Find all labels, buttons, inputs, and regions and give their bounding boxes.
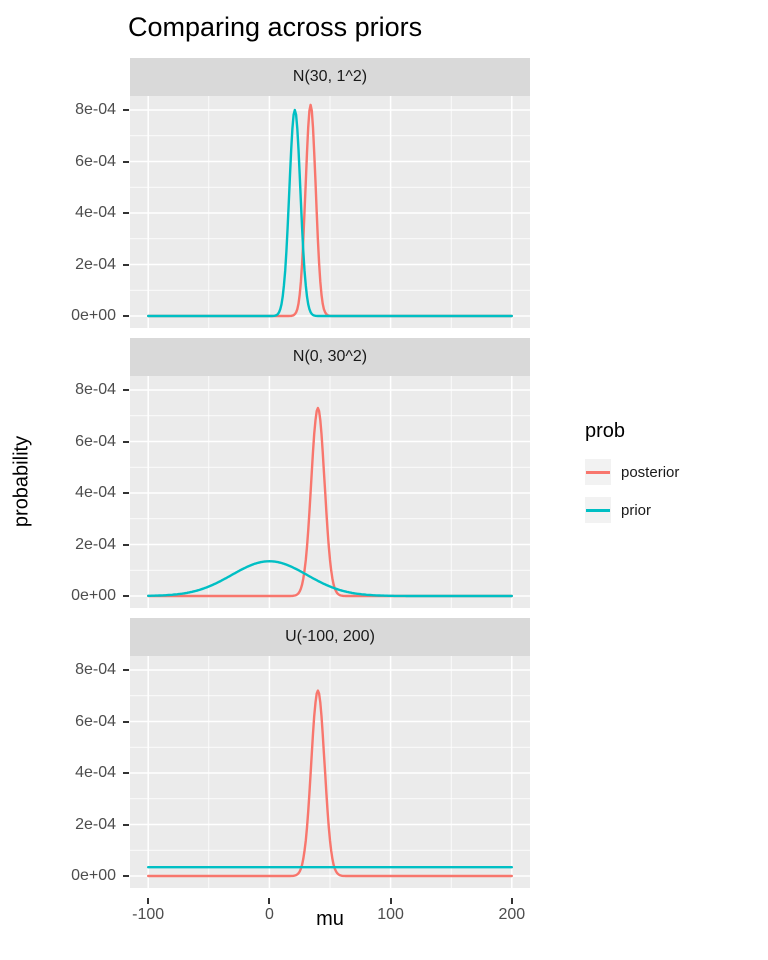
facet: U(-100, 200) 0e+00 2e-04 4e-04 6e-04 8e-04: [71, 618, 530, 888]
x-axis-title: mu: [316, 908, 344, 930]
x-tick-label: 100: [377, 906, 404, 923]
curve-prior: [147, 559, 513, 598]
y-tick-label: 6e-04: [75, 712, 116, 730]
x-tick-mark: [147, 898, 150, 904]
facet: N(30, 1^2) 0e+00 2e-04 4e-04 6e-04 8e-04: [71, 58, 530, 328]
y-tick-label: 0e+00: [71, 307, 116, 324]
y-tick-label: 6e-04: [75, 432, 116, 450]
x-tick-label: 200: [498, 906, 526, 923]
y-tick-label: 0e+00: [71, 867, 116, 884]
legend-key-line: [586, 471, 610, 474]
y-tick-label: 2e-04: [75, 255, 116, 273]
facet-panel: 0e+00 2e-04 4e-04 6e-04 8e-04: [71, 656, 530, 888]
y-tick-mark: [123, 389, 129, 391]
x-tick-mark: [389, 898, 392, 904]
y-tick-label: 8e-04: [75, 661, 116, 678]
y-tick-mark: [123, 720, 129, 723]
y-tick-mark: [123, 595, 129, 597]
legend-title: prob: [585, 420, 626, 442]
chart-title: Comparing across priors: [128, 12, 423, 42]
y-axis-title: probability: [10, 435, 33, 528]
y-tick-label: 4e-04: [75, 764, 116, 781]
y-tick-mark: [123, 160, 129, 163]
y-tick-label: 2e-04: [75, 535, 116, 553]
x-tick-mark: [268, 898, 271, 904]
legend-key-line: [586, 509, 610, 512]
y-tick-label: 8e-04: [75, 381, 116, 398]
facet-strip-label: U(-100, 200): [130, 618, 530, 656]
legend-label: prior: [621, 501, 652, 519]
panel-canvas: [130, 376, 530, 608]
legend-label: posterior: [621, 463, 680, 481]
panel-canvas: [130, 96, 530, 328]
y-tick-mark: [123, 212, 129, 214]
y-tick-mark: [123, 109, 129, 111]
legend-entry: prior: [585, 497, 679, 523]
facets: N(30, 1^2) 0e+00 2e-04 4e-04 6e-04 8e-04 N(0, …: [71, 58, 530, 930]
y-tick-mark: [123, 875, 129, 877]
y-tick-mark: [123, 440, 129, 443]
y-tick-label: 2e-04: [75, 815, 116, 833]
y-tick-label: 6e-04: [75, 152, 116, 170]
facet-panel: 0e+00 2e-04 4e-04 6e-04 8e-04: [71, 376, 530, 608]
facet: N(0, 30^2) 0e+00 2e-04 4e-04 6e-04 8e-04: [71, 338, 530, 608]
facet-strip-label: N(30, 1^2): [130, 58, 530, 96]
y-tick-label: 0e+00: [71, 587, 116, 604]
y-tick-mark: [123, 543, 129, 546]
x-tick-mark: [510, 898, 513, 904]
legend-key: [585, 497, 611, 523]
y-tick-mark: [123, 263, 129, 266]
legend-entries: posterior prior: [585, 459, 679, 523]
y-tick-label: 4e-04: [75, 484, 116, 501]
x-tick-label: -100: [132, 906, 165, 923]
facet-panel: 0e+00 2e-04 4e-04 6e-04 8e-04: [71, 96, 530, 328]
legend: prob posterior prior: [585, 420, 679, 535]
y-tick-mark: [123, 492, 129, 494]
x-axis: -100 0 100 200: [130, 898, 530, 930]
y-tick-label: 8e-04: [75, 101, 116, 118]
y-tick-mark: [123, 823, 129, 826]
y-tick-mark: [123, 669, 129, 671]
y-tick-mark: [123, 315, 129, 317]
legend-entry: posterior: [585, 459, 679, 485]
curve-posterior: [147, 689, 513, 878]
facet-strip-label: N(0, 30^2): [130, 338, 530, 376]
y-tick-mark: [123, 772, 129, 774]
curve-prior: [147, 108, 513, 318]
y-tick-label: 4e-04: [75, 204, 116, 221]
legend-key: [585, 459, 611, 485]
x-tick-label: 0: [264, 906, 274, 923]
panel-canvas: [130, 656, 530, 888]
